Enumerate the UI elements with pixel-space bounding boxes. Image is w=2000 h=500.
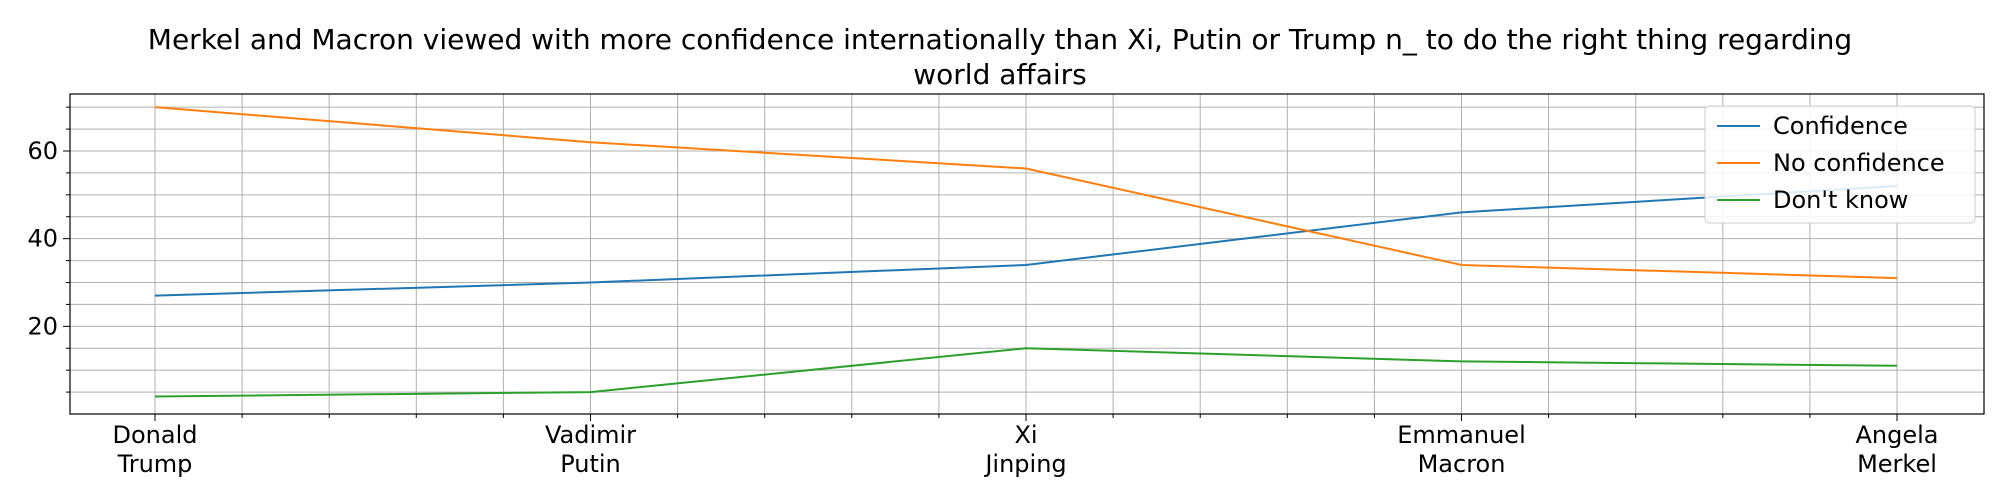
legend-label: Don't know <box>1773 186 1908 214</box>
legend-box <box>1704 105 1976 224</box>
y-tick-label: 40 <box>27 225 58 253</box>
x-tick-label: Emmanuel <box>1397 421 1525 449</box>
x-tick-label: Angela <box>1855 421 1938 449</box>
legend-label: No confidence <box>1773 149 1945 177</box>
series-line-0 <box>154 185 1898 297</box>
x-tick-label: Trump <box>117 450 193 478</box>
chart-title-line-1: Merkel and Macron viewed with more confi… <box>148 23 1852 56</box>
y-tick-label: 60 <box>27 137 58 165</box>
x-tick-label: Putin <box>560 450 621 478</box>
x-tick-label: Vadimir <box>545 421 636 449</box>
plot-frame <box>69 93 1985 415</box>
legend: Confidence No confidence Don't know <box>1704 105 1976 224</box>
series-line-2 <box>154 347 1898 398</box>
legend-label: Confidence <box>1773 112 1908 140</box>
grid <box>70 94 1984 414</box>
x-tick-label: Donald <box>113 421 198 449</box>
x-tick-label: Xi <box>1014 421 1037 449</box>
series-lines <box>154 106 1898 398</box>
x-tick-label: Macron <box>1418 450 1506 478</box>
x-tick-label: Merkel <box>1857 450 1937 478</box>
y-tick-label: 20 <box>27 312 58 340</box>
x-tick-label: Jinping <box>983 450 1066 478</box>
chart-title-line-2: world affairs <box>913 58 1086 91</box>
series-line-1 <box>154 106 1898 280</box>
